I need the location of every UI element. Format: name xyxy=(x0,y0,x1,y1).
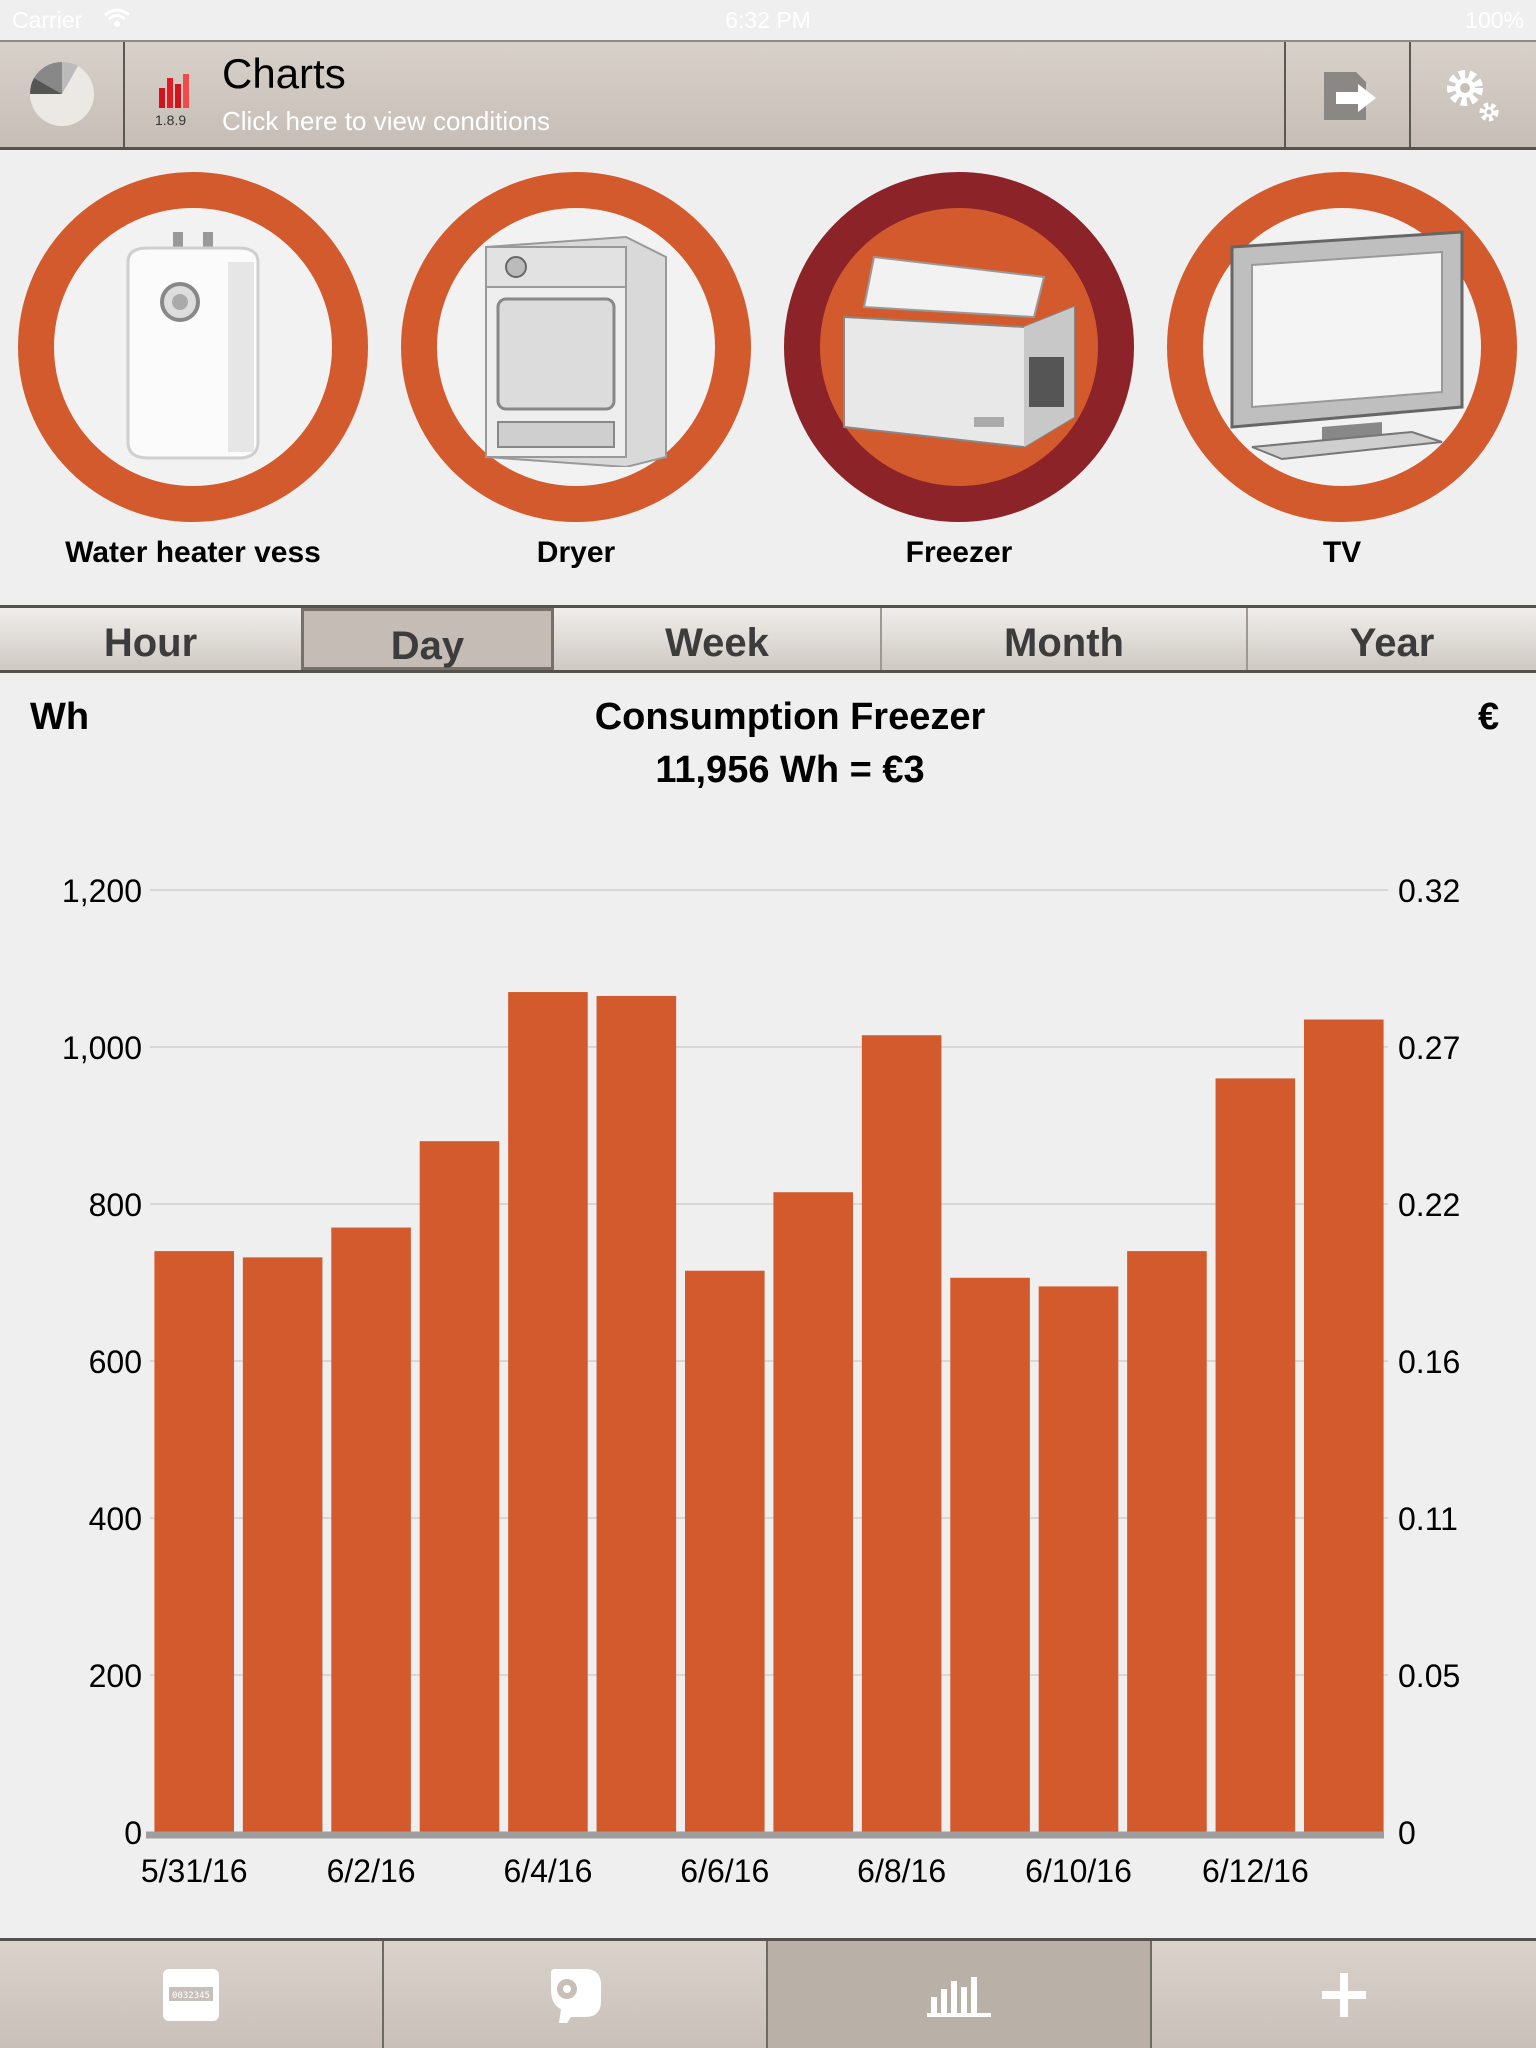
y-tick-label-left: 400 xyxy=(89,1501,142,1537)
tab-week[interactable]: Week xyxy=(554,608,882,670)
device-name: Freezer xyxy=(905,536,1013,569)
bar xyxy=(242,1257,323,1832)
conditions-button[interactable]: 1.8.9 Charts Click here to view conditio… xyxy=(125,42,1286,147)
bar xyxy=(508,992,588,1832)
add-tab[interactable] xyxy=(1152,1941,1536,2048)
bar xyxy=(1303,1019,1384,1832)
device-freezer[interactable]: Freezer xyxy=(766,172,1152,570)
y-tick-label-left: 600 xyxy=(89,1344,142,1380)
device-selector: Water heater vess Dryer Freezer xyxy=(0,150,1536,605)
battery-label: 100% xyxy=(1465,7,1524,33)
dryer-icon xyxy=(485,235,667,467)
device-name: TV xyxy=(1322,536,1362,569)
app-version: 1.8.9 xyxy=(155,112,187,128)
consumption-chart: Wh € Consumption Freezer 11,956 Wh = €3 … xyxy=(0,676,1536,1938)
y-axis-label-left: Wh xyxy=(30,696,90,738)
app-logo-icon xyxy=(159,74,189,108)
y-tick-label-right: 0.16 xyxy=(1398,1344,1460,1380)
export-icon xyxy=(1324,72,1376,120)
x-tick-label: 6/4/16 xyxy=(503,1853,592,1889)
bottom-tab-bar: 0032345 xyxy=(0,1938,1536,2048)
x-tick-label: 6/12/16 xyxy=(1202,1853,1309,1889)
y-tick-label-right: 0.22 xyxy=(1398,1187,1460,1223)
chart-title: Consumption Freezer xyxy=(594,696,986,738)
bar xyxy=(331,1227,411,1832)
x-tick-label: 6/6/16 xyxy=(680,1853,769,1889)
y-tick-label-left: 200 xyxy=(89,1658,142,1694)
device-name: Dryer xyxy=(536,536,616,569)
y-tick-label-right: 0.27 xyxy=(1398,1030,1460,1066)
bar-chart-icon xyxy=(927,1976,991,2017)
charts-tab[interactable] xyxy=(768,1941,1152,2048)
export-button[interactable] xyxy=(1286,42,1411,147)
meter-icon: 0032345 xyxy=(163,1968,219,2021)
bar xyxy=(1215,1078,1296,1832)
plus-icon xyxy=(1322,1972,1366,2017)
tab-hour[interactable]: Hour xyxy=(0,608,303,670)
device-ring-selected[interactable] xyxy=(784,172,1134,522)
device-ring[interactable] xyxy=(401,172,751,522)
device-water-heater[interactable]: Water heater vess xyxy=(0,172,386,570)
y-tick-label-left: 1,200 xyxy=(62,873,142,909)
pie-chart-icon xyxy=(29,61,94,126)
meter-tab[interactable]: 0032345 xyxy=(0,1941,384,2048)
devices-tab[interactable] xyxy=(384,1941,768,2048)
svg-text:0032345: 0032345 xyxy=(172,1991,210,2001)
clock: 6:32 PM xyxy=(725,7,811,33)
tab-month[interactable]: Month xyxy=(882,608,1248,670)
tv-icon xyxy=(1230,230,1464,461)
bar xyxy=(1127,1251,1207,1832)
wifi-icon xyxy=(104,8,130,27)
device-ring[interactable] xyxy=(18,172,368,522)
status-bar: Carrier 6:32 PM 100% xyxy=(0,0,1536,40)
bar xyxy=(1038,1286,1119,1832)
settings-gear-icon xyxy=(1447,70,1499,122)
y-tick-label-right: 0.05 xyxy=(1398,1658,1460,1694)
tab-day[interactable]: Day xyxy=(301,608,554,670)
y-axis-label-right: € xyxy=(1478,696,1500,738)
bar xyxy=(596,995,677,1832)
pie-chart-button[interactable] xyxy=(0,42,125,147)
device-ring[interactable] xyxy=(1167,172,1517,522)
settings-button[interactable] xyxy=(1411,42,1536,147)
y-tick-label-right: 0.32 xyxy=(1398,873,1460,909)
y-tick-label-left: 800 xyxy=(89,1187,142,1223)
device-tv[interactable]: TV xyxy=(1149,172,1535,570)
bar xyxy=(684,1270,765,1832)
chart-subtitle: 11,956 Wh = €3 xyxy=(655,749,925,791)
water-heater-icon xyxy=(126,232,260,460)
x-tick-label: 6/8/16 xyxy=(857,1853,946,1889)
freezer-icon xyxy=(843,255,1075,447)
x-tick-label: 6/10/16 xyxy=(1025,1853,1132,1889)
y-tick-label-right: 0 xyxy=(1398,1815,1416,1851)
conditions-link[interactable]: Click here to view conditions xyxy=(222,106,551,136)
bar xyxy=(950,1277,1030,1832)
x-tick-label: 6/2/16 xyxy=(327,1853,416,1889)
y-tick-label-right: 0.11 xyxy=(1398,1501,1458,1537)
y-tick-label-left: 1,000 xyxy=(62,1030,142,1066)
header-bar: 1.8.9 Charts Click here to view conditio… xyxy=(0,40,1536,150)
bar xyxy=(154,1251,235,1832)
bar xyxy=(861,1035,942,1832)
device-dryer[interactable]: Dryer xyxy=(383,172,769,570)
bar xyxy=(419,1141,500,1832)
x-tick-label: 5/31/16 xyxy=(141,1853,248,1889)
page-title: Charts xyxy=(222,50,346,97)
y-tick-label-left: 0 xyxy=(124,1815,142,1851)
bar xyxy=(773,1192,854,1832)
smart-plug-icon xyxy=(551,1968,601,2023)
carrier-label: Carrier xyxy=(12,7,83,33)
device-name: Water heater vess xyxy=(65,536,321,569)
bar-chart-plot: 0 0 200 0.05 400 0.11 600 0.16 800 0.22 1,000 0.27 1… xyxy=(62,873,1460,1889)
tab-year[interactable]: Year xyxy=(1349,621,1435,665)
period-tabs: Hour Day Week Month Year xyxy=(0,605,1536,673)
